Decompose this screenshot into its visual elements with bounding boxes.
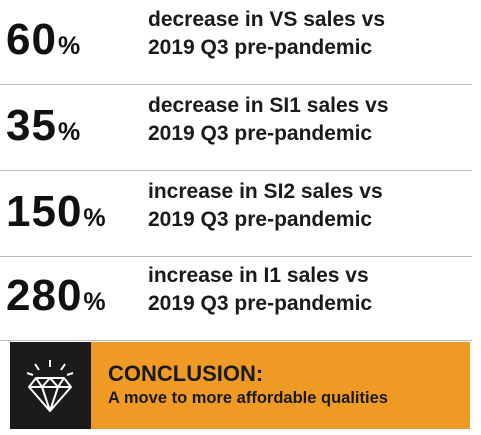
stat-description-line: increase in SI2 sales vs: [148, 180, 383, 203]
stat-row: 35% decrease in SI1 sales vs 2019 Q3 pre…: [0, 86, 472, 171]
stat-description-line: 2019 Q3 pre-pandemic: [148, 208, 373, 231]
conclusion-title: CONCLUSION:: [108, 361, 264, 386]
stat-value: 280%: [6, 271, 107, 320]
stat-row: 150% increase in SI2 sales vs 2019 Q3 pr…: [0, 172, 472, 257]
conclusion-icon-box: [10, 342, 91, 429]
conclusion-text: A move to more affordable qualities: [108, 389, 388, 407]
stat-description: decrease in VS sales vs 2019 Q3 pre-pand…: [148, 6, 472, 62]
stat-value: 60%: [6, 15, 82, 64]
stat-description: increase in SI2 sales vs 2019 Q3 pre-pan…: [148, 178, 472, 234]
stat-description-line: 2019 Q3 pre-pandemic: [148, 122, 373, 145]
stat-description-line: decrease in VS sales vs: [148, 8, 385, 31]
conclusion-banner: CONCLUSION: A move to more affordable qu…: [10, 342, 470, 429]
stat-description: increase in I1 sales vs 2019 Q3 pre-pand…: [148, 262, 472, 318]
stat-value: 35%: [6, 101, 82, 150]
stat-description: decrease in SI1 sales vs 2019 Q3 pre-pan…: [148, 92, 472, 148]
stat-description-line: decrease in SI1 sales vs: [148, 94, 389, 117]
diamond-icon: [26, 360, 74, 412]
stat-value: 150%: [6, 187, 107, 236]
stat-row: 280% increase in I1 sales vs 2019 Q3 pre…: [0, 256, 472, 341]
stat-description-line: 2019 Q3 pre-pandemic: [148, 292, 373, 315]
stat-row: 60% decrease in VS sales vs 2019 Q3 pre-…: [0, 0, 472, 85]
stat-description-line: 2019 Q3 pre-pandemic: [148, 36, 373, 59]
stat-description-line: increase in I1 sales vs: [148, 264, 369, 287]
